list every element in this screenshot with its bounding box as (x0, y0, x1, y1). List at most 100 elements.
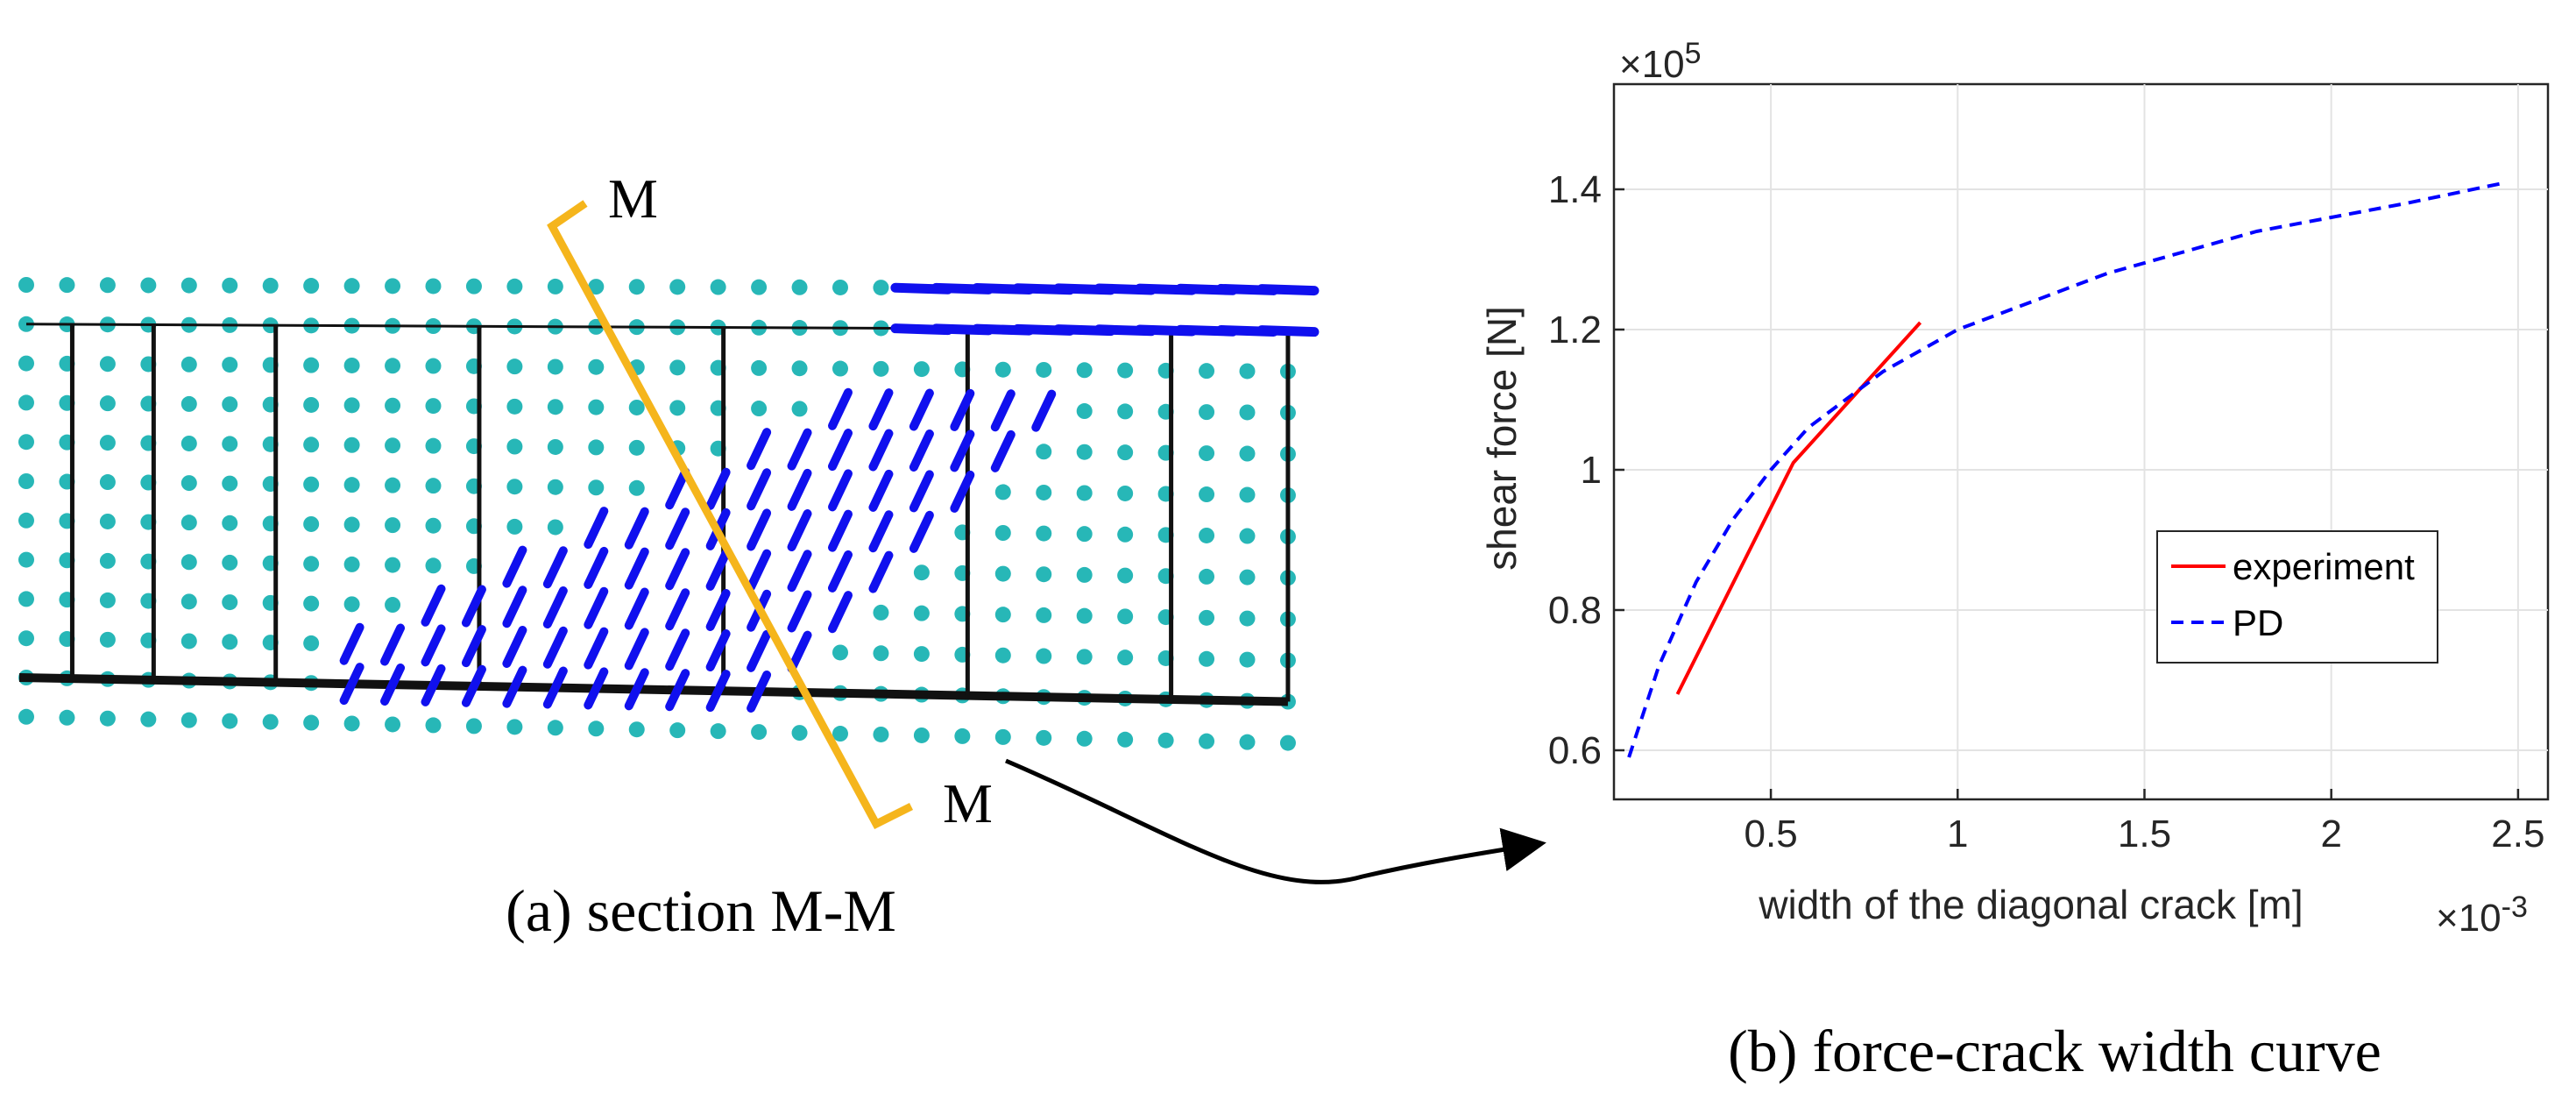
particle-dot (1076, 403, 1093, 420)
particle-dot (1117, 485, 1134, 501)
particle-dot (506, 398, 523, 415)
crack-dash (909, 429, 934, 472)
crack-dash (909, 470, 934, 513)
particle-dot (1239, 569, 1256, 586)
particle-dot (425, 398, 442, 415)
particle-dot (791, 279, 808, 295)
y-tick-label: 1.2 (1548, 309, 1602, 351)
particle-dot (588, 479, 605, 496)
particle-dot (385, 397, 401, 414)
y-tick-label: 1 (1581, 449, 1602, 492)
particle-dot (588, 399, 605, 415)
particle-dot (222, 357, 238, 373)
crack-dash (828, 550, 853, 593)
crack-dash (584, 586, 609, 629)
particle-dot (1076, 730, 1093, 747)
particle-dot (99, 592, 116, 608)
particle-dot (506, 479, 523, 495)
crack-dash (868, 469, 894, 512)
particle-dot (303, 515, 320, 532)
particle-dot (954, 727, 971, 744)
particle-dot (994, 565, 1011, 582)
crack-dash (584, 546, 609, 589)
crack-dash (705, 670, 731, 713)
particle-dot (180, 554, 197, 571)
particle-dot (873, 645, 889, 662)
crack-dash (828, 591, 853, 634)
crack-dash (787, 509, 812, 552)
particle-dot (343, 357, 360, 373)
particle-dot (751, 279, 768, 295)
particle-dot (1157, 732, 1174, 749)
particle-dot (180, 593, 197, 610)
particle-dot (791, 401, 808, 417)
particle-dot (18, 394, 34, 411)
particle-dot (303, 396, 320, 413)
crack-dash (665, 628, 690, 671)
crack-dash (665, 507, 690, 550)
particle-dot (425, 437, 442, 454)
particle-dot (1117, 649, 1134, 666)
particle-dot (588, 279, 605, 295)
particle-dot (751, 359, 768, 376)
crack-dash (421, 664, 446, 706)
y-axis-label: shear force [N] (1479, 306, 1525, 571)
x-tick-label: 2 (2320, 813, 2341, 855)
particle-dot (628, 439, 645, 456)
particle-dot (59, 277, 75, 294)
particle-dot (222, 277, 238, 294)
particle-dot (180, 712, 197, 728)
particle-dot (1199, 527, 1215, 543)
particle-dot (303, 635, 320, 651)
particle-dot (18, 355, 34, 372)
particle-dot (751, 724, 768, 741)
particle-dot (262, 713, 279, 730)
particle-dot (425, 517, 442, 534)
particle-dot (180, 475, 197, 492)
crack-dash (624, 668, 649, 711)
particle-dot (99, 277, 116, 294)
crack-dash (828, 509, 853, 552)
connector-arrow (1005, 758, 1546, 884)
crack-dash (624, 507, 649, 550)
crack-dash (502, 545, 527, 588)
particle-dot (18, 630, 34, 647)
particle-dot (222, 634, 238, 650)
particle-dot (1117, 567, 1134, 584)
crack-dash (950, 388, 975, 431)
x-tick-label: 2.5 (2491, 813, 2544, 855)
particle-dot (1036, 566, 1052, 583)
particle-dot (385, 477, 401, 493)
particle-dot (222, 396, 238, 413)
crack-dash (747, 549, 772, 592)
x-axis-ticks: 0.5 1 1.5 2 2.5 (1744, 789, 2544, 855)
crack-dash (339, 663, 364, 706)
grid-lines (1614, 84, 2548, 799)
particle-dot (222, 554, 238, 571)
particle-dot (832, 360, 848, 377)
particle-dot (913, 727, 930, 743)
crack-dash (665, 588, 690, 631)
section-line-m-m (547, 200, 914, 829)
crack-dash (665, 669, 690, 712)
caption-b: (b) force-crack width curve (1728, 1018, 2381, 1084)
particle-dot (1199, 486, 1215, 503)
particle-dot (873, 280, 889, 296)
crack-dash (421, 584, 446, 627)
particle-dot (1279, 735, 1296, 751)
x-tick-label: 1 (1947, 813, 1968, 855)
particle-dot (1199, 445, 1215, 462)
particle-dot (506, 358, 523, 375)
particle-dot (18, 277, 34, 293)
particle-dot (343, 596, 360, 613)
crack-dash (584, 507, 609, 550)
particle-dot (425, 358, 442, 374)
particle-dot (1239, 445, 1256, 462)
crack-dash (705, 467, 731, 510)
crack-dash (868, 388, 894, 431)
particle-dot (1076, 485, 1093, 501)
beam-frame (18, 323, 1291, 706)
crack-dash (665, 548, 690, 591)
particle-dot (832, 279, 848, 295)
section-label-top: M (608, 167, 658, 230)
